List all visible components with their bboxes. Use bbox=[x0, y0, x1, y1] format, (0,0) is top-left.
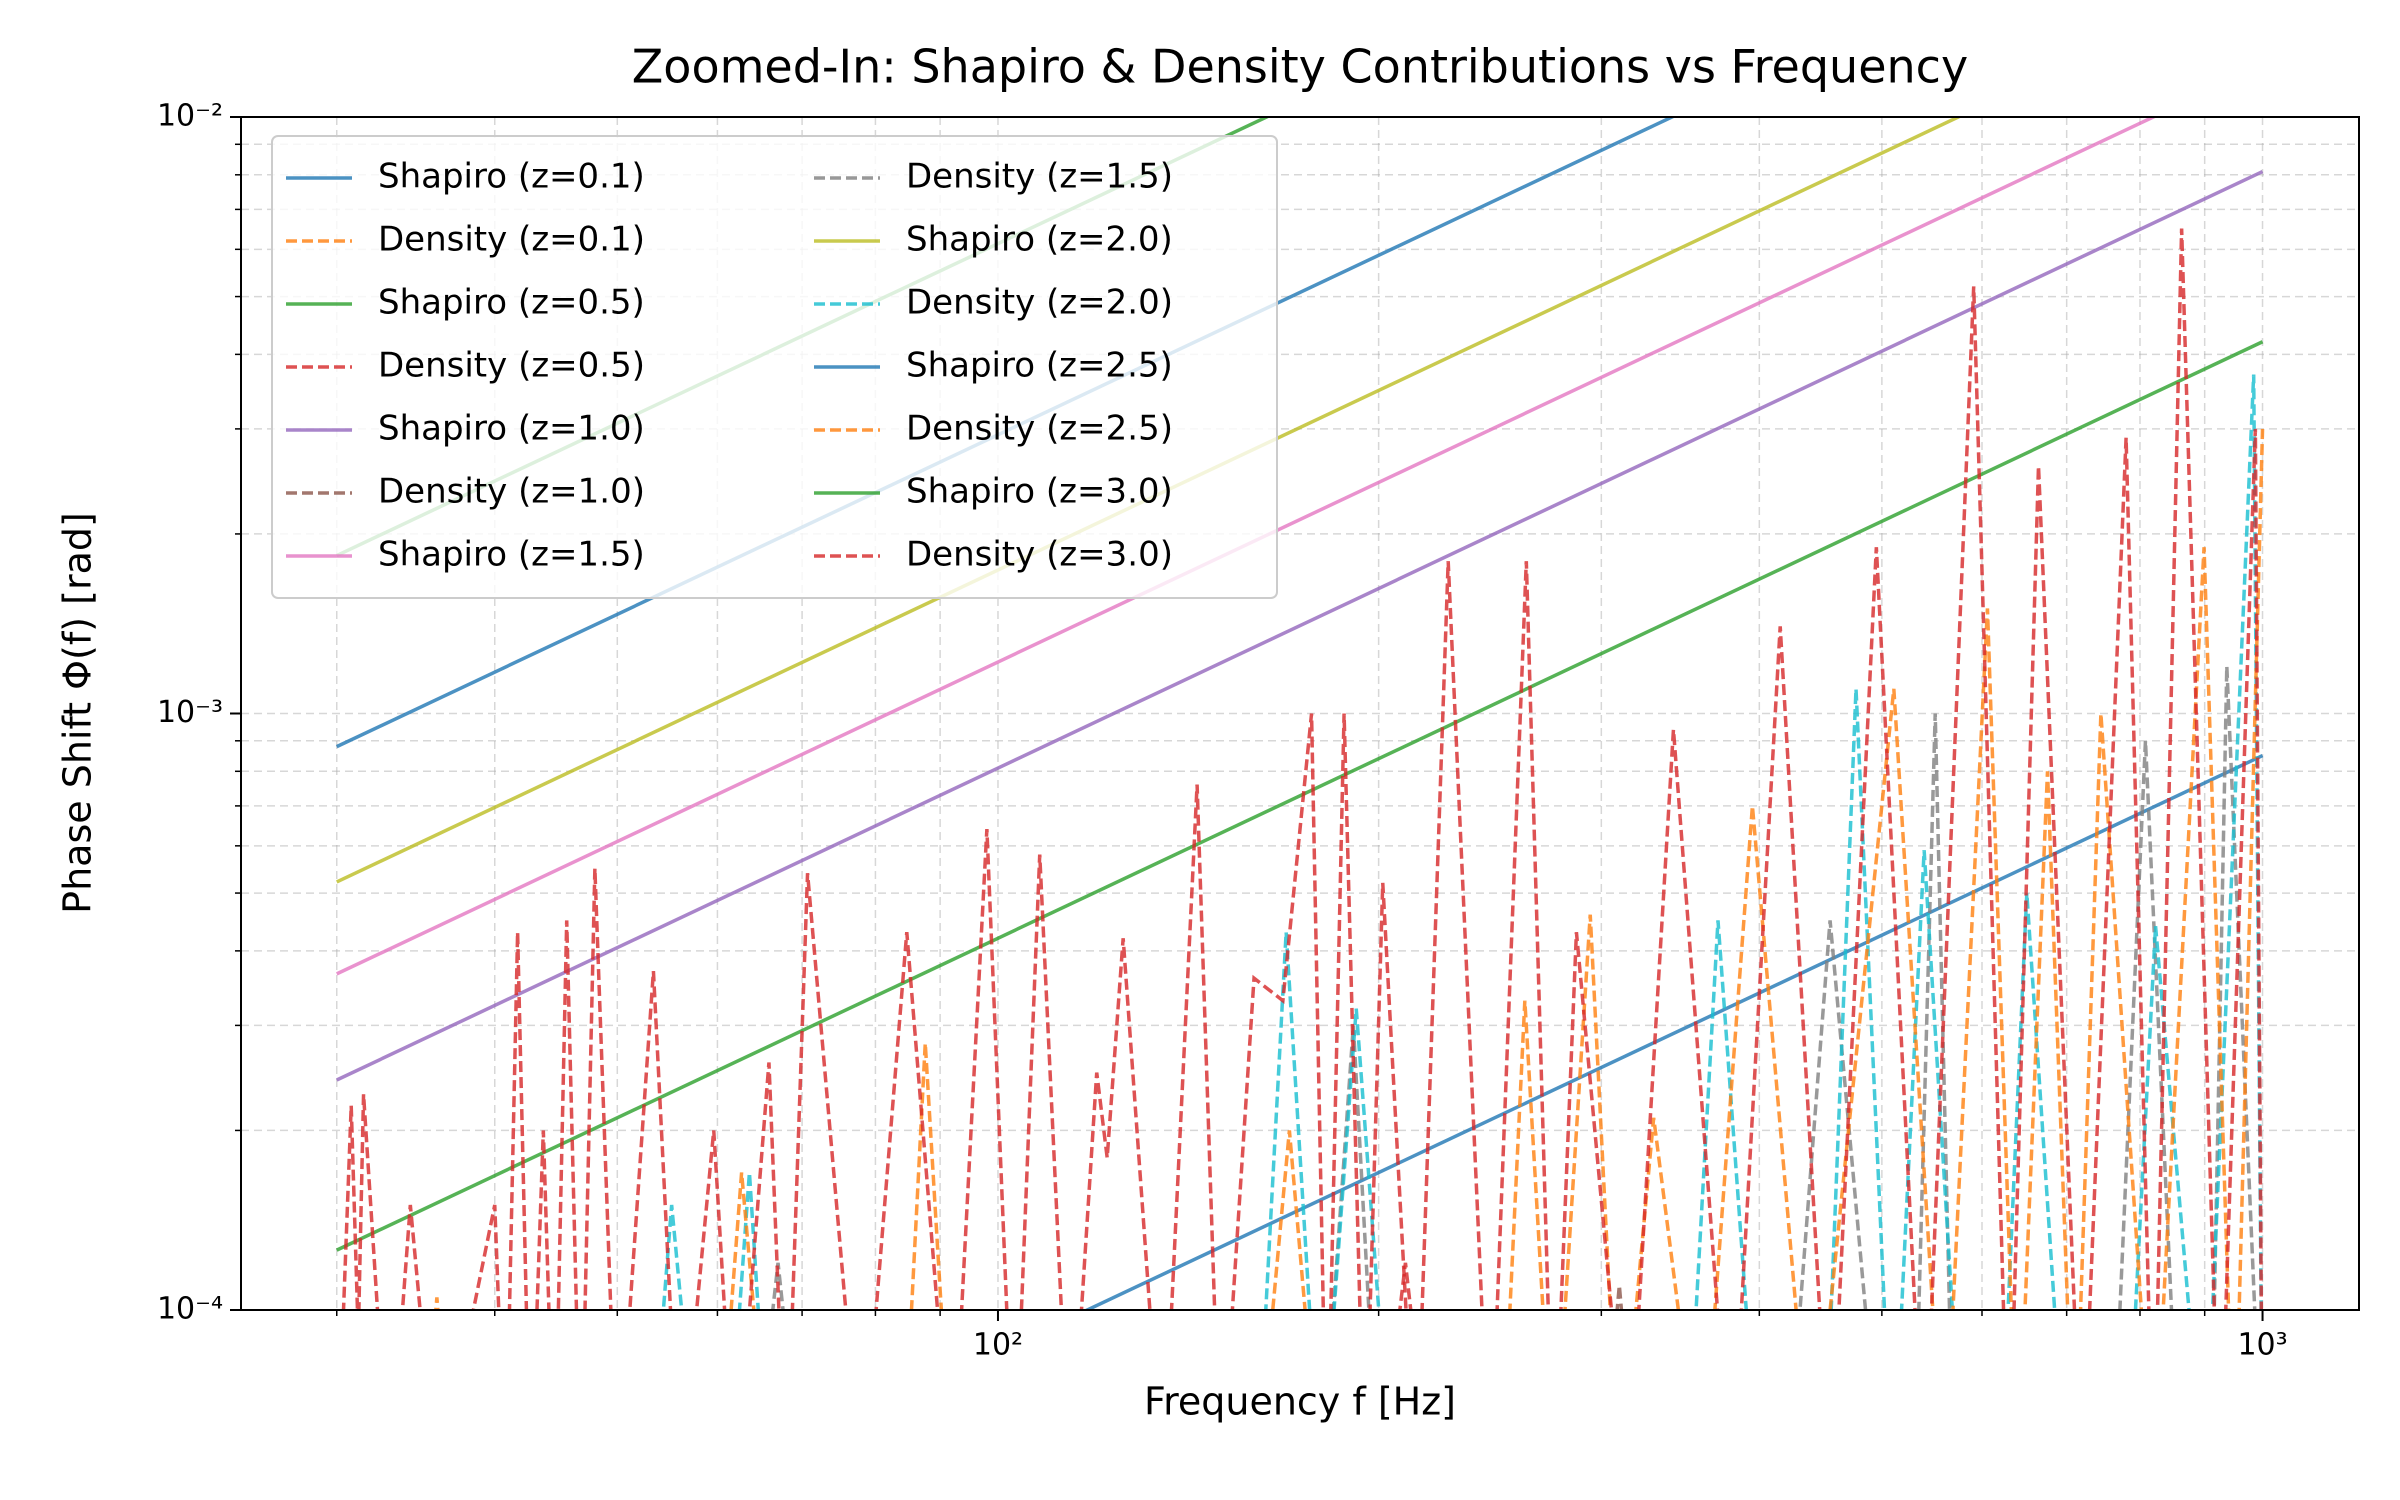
y-tick-label: 10⁻⁴ bbox=[157, 1292, 223, 1327]
legend-label: Density (z=0.1) bbox=[378, 220, 645, 260]
x-tick-label: 10³ bbox=[2237, 1328, 2287, 1363]
legend-label: Density (z=2.5) bbox=[906, 409, 1173, 449]
series-line bbox=[336, 340, 2264, 1252]
chart-title: Zoomed-In: Shapiro & Density Contributio… bbox=[632, 40, 1968, 94]
series-line bbox=[336, 170, 2264, 1082]
y-axis-label: Phase Shift Φ(f) [rad] bbox=[56, 512, 100, 914]
legend-label: Shapiro (z=2.0) bbox=[906, 220, 1173, 260]
ticks: 10² 10³ 10⁻⁴ 10⁻³ 10⁻² bbox=[157, 99, 2288, 1363]
x-tick-label: 10² bbox=[973, 1328, 1023, 1363]
legend: Shapiro (z=0.1) Density (z=0.1) Shapiro (z… bbox=[271, 135, 1278, 599]
legend-label: Shapiro (z=0.1) bbox=[378, 157, 645, 197]
y-tick-label: 10⁻² bbox=[157, 99, 223, 134]
legend-label: Shapiro (z=2.5) bbox=[906, 346, 1173, 386]
series-line bbox=[434, 1297, 440, 1310]
legend-label: Shapiro (z=1.0) bbox=[378, 409, 645, 449]
y-tick-label: 10⁻³ bbox=[157, 695, 223, 730]
legend-label: Density (z=1.0) bbox=[378, 472, 645, 512]
series-line bbox=[1398, 1262, 1413, 1310]
legend-label: Shapiro (z=0.5) bbox=[378, 283, 645, 323]
legend-label: Shapiro (z=3.0) bbox=[906, 472, 1173, 512]
series-line bbox=[336, 117, 1963, 884]
legend-box bbox=[271, 135, 1278, 599]
legend-label: Density (z=0.5) bbox=[378, 346, 645, 386]
legend-label: Shapiro (z=1.5) bbox=[378, 535, 645, 575]
series-line bbox=[729, 428, 2265, 1310]
legend-label: Density (z=2.0) bbox=[906, 283, 1173, 323]
legend-label: Density (z=3.0) bbox=[906, 535, 1173, 575]
legend-label: Density (z=1.5) bbox=[906, 157, 1173, 197]
series-line bbox=[341, 228, 2264, 1310]
series-line bbox=[336, 117, 2158, 976]
x-axis-label: Frequency f [Hz] bbox=[1144, 1380, 1456, 1424]
